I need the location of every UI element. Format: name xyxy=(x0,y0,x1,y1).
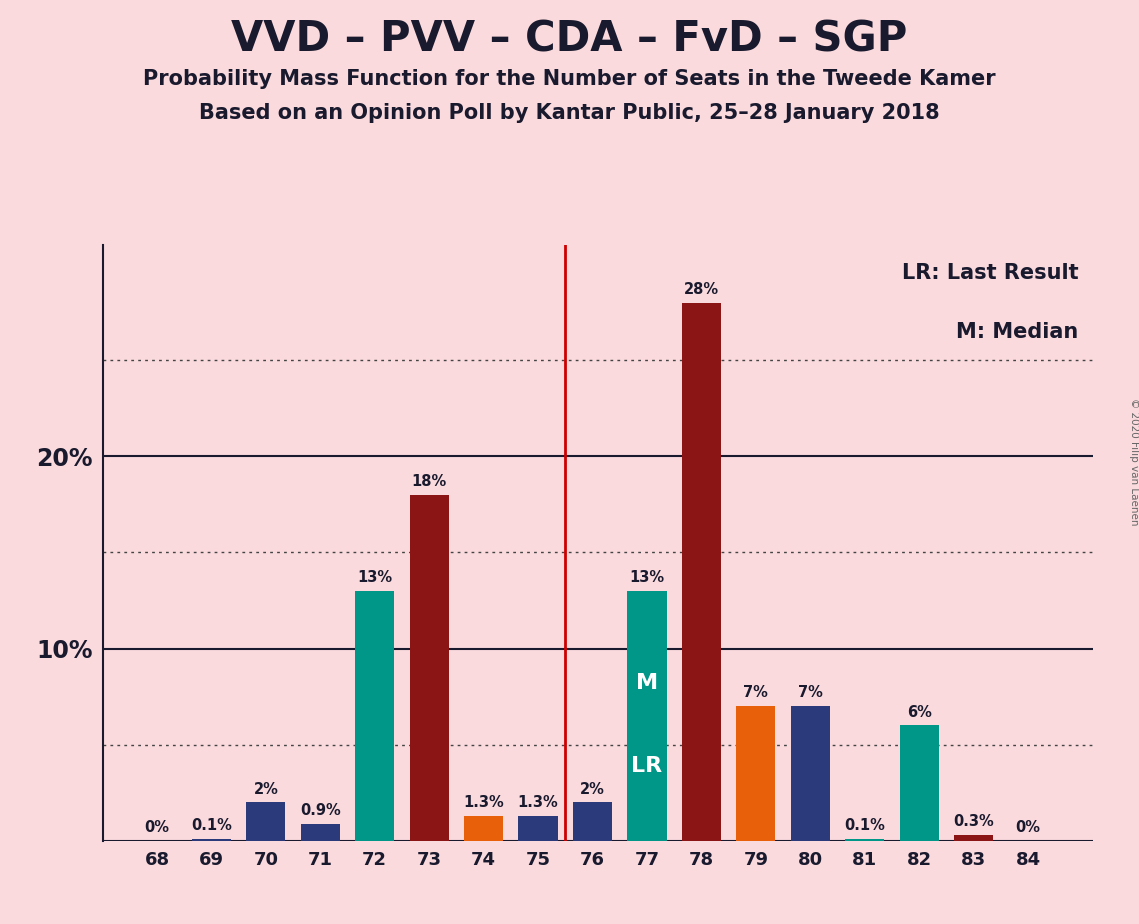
Text: 0.1%: 0.1% xyxy=(191,818,232,833)
Bar xyxy=(518,816,558,841)
Text: 6%: 6% xyxy=(907,705,932,720)
Bar xyxy=(410,494,449,841)
Text: Probability Mass Function for the Number of Seats in the Tweede Kamer: Probability Mass Function for the Number… xyxy=(144,69,995,90)
Text: 2%: 2% xyxy=(253,782,278,796)
Bar xyxy=(573,802,612,841)
Bar xyxy=(628,591,666,841)
Text: 0.3%: 0.3% xyxy=(953,814,994,830)
Text: VVD – PVV – CDA – FvD – SGP: VVD – PVV – CDA – FvD – SGP xyxy=(231,18,908,60)
Bar xyxy=(355,591,394,841)
Text: 0%: 0% xyxy=(1016,821,1041,835)
Text: 2%: 2% xyxy=(580,782,605,796)
Text: LR: LR xyxy=(631,756,663,776)
Bar xyxy=(845,839,884,841)
Text: M: Median: M: Median xyxy=(957,322,1079,342)
Text: 0%: 0% xyxy=(145,821,170,835)
Bar xyxy=(790,706,830,841)
Bar xyxy=(246,802,286,841)
Text: © 2020 Filip van Laenen: © 2020 Filip van Laenen xyxy=(1130,398,1139,526)
Bar xyxy=(900,725,939,841)
Text: 0.1%: 0.1% xyxy=(844,818,885,833)
Bar xyxy=(301,823,339,841)
Text: 13%: 13% xyxy=(358,570,392,585)
Bar xyxy=(954,835,993,841)
Bar xyxy=(464,816,503,841)
Text: 7%: 7% xyxy=(798,686,822,700)
Text: 7%: 7% xyxy=(744,686,769,700)
Text: 28%: 28% xyxy=(683,282,719,297)
Text: LR: Last Result: LR: Last Result xyxy=(902,262,1079,283)
Text: 13%: 13% xyxy=(630,570,664,585)
Bar xyxy=(736,706,776,841)
Text: Based on an Opinion Poll by Kantar Public, 25–28 January 2018: Based on an Opinion Poll by Kantar Publi… xyxy=(199,103,940,124)
Bar xyxy=(682,302,721,841)
Text: 1.3%: 1.3% xyxy=(464,795,505,810)
Text: M: M xyxy=(636,674,658,693)
Text: 1.3%: 1.3% xyxy=(518,795,558,810)
Text: 18%: 18% xyxy=(411,474,446,489)
Text: 0.9%: 0.9% xyxy=(300,803,341,818)
Bar xyxy=(191,839,231,841)
